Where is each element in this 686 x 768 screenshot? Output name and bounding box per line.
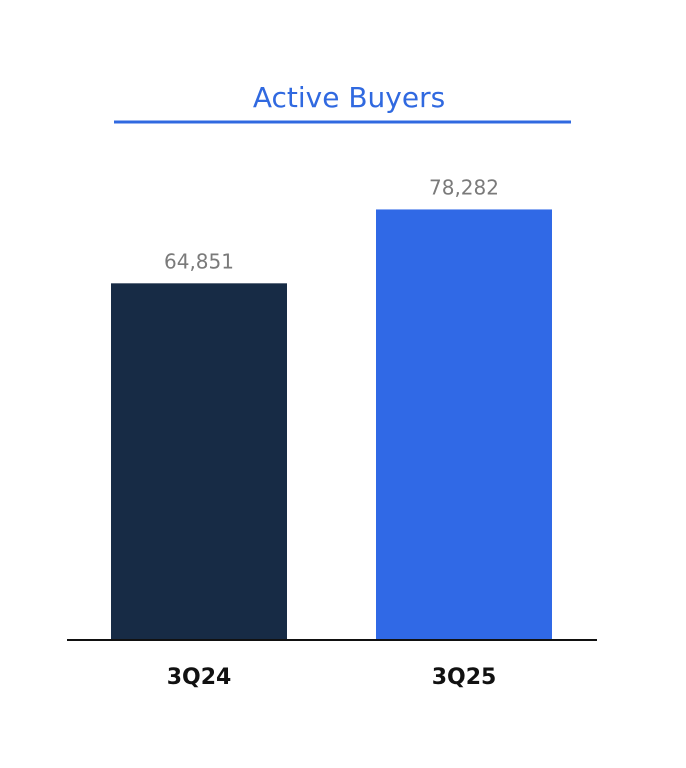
value-label-3q25: 78,282	[429, 175, 499, 199]
value-label-3q24: 64,851	[164, 249, 234, 273]
category-label-3q24: 3Q24	[167, 665, 232, 690]
bar-3q25	[376, 209, 552, 640]
bars-group: 64,851 3Q24 78,282 3Q25	[111, 175, 552, 690]
bar-3q24	[111, 283, 287, 640]
chart-title: Active Buyers	[253, 81, 445, 114]
category-label-3q25: 3Q25	[432, 665, 497, 690]
